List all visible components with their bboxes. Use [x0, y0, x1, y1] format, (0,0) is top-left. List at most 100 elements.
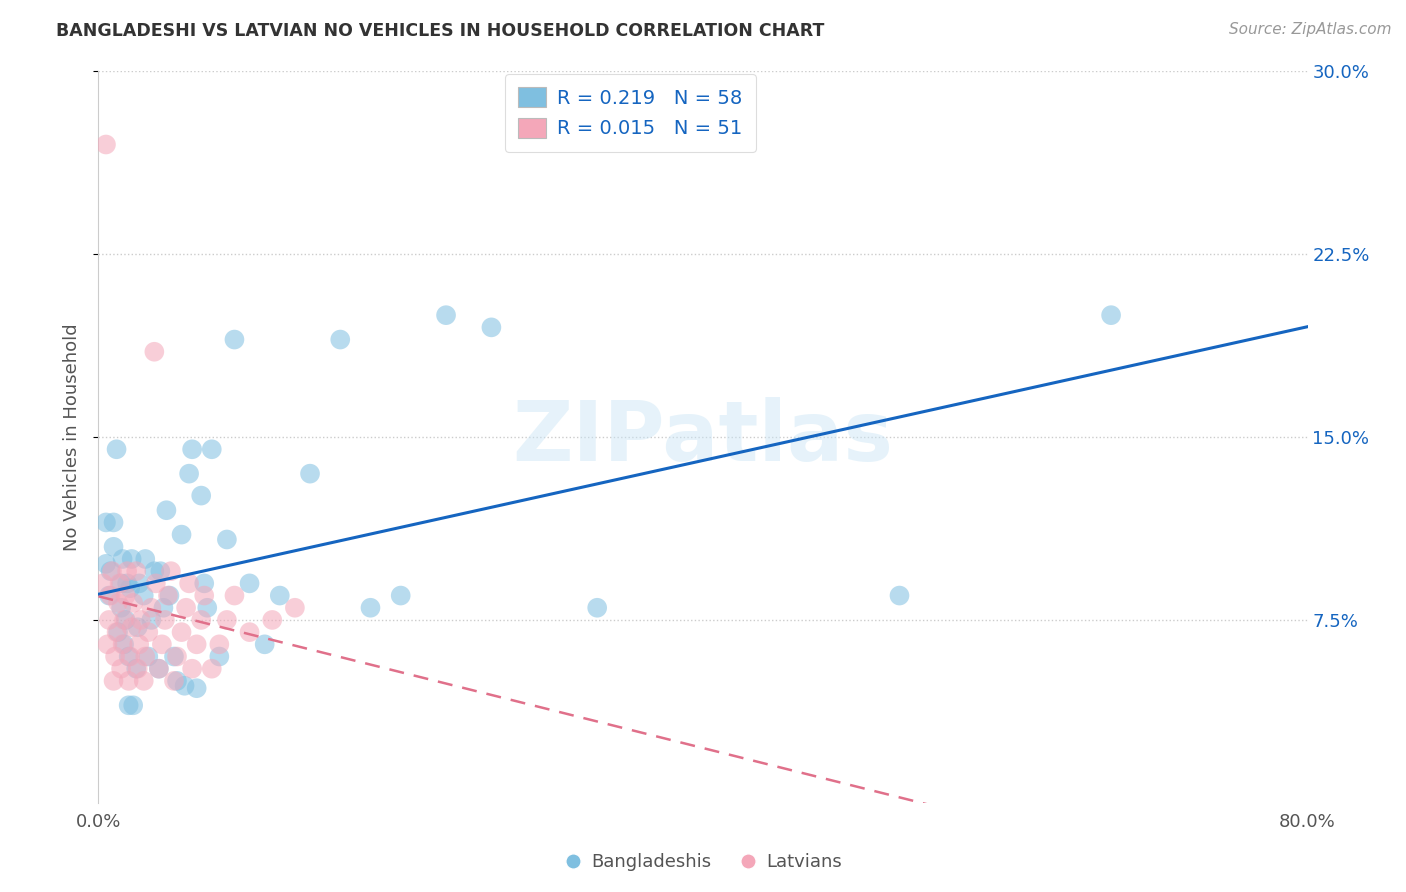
Point: [91, 576, 114, 591]
Point: [103, 673, 125, 688]
Text: BANGLADESHI VS LATVIAN NO VEHICLES IN HOUSEHOLD CORRELATION CHART: BANGLADESHI VS LATVIAN NO VEHICLES IN HO…: [56, 22, 824, 40]
Point: [181, 442, 204, 457]
Point: [170, 625, 193, 640]
Point: [174, 600, 197, 615]
Point: [114, 589, 136, 603]
Point: [148, 662, 170, 676]
Point: [299, 467, 322, 481]
Point: [163, 673, 186, 688]
Point: [215, 613, 238, 627]
Point: [179, 467, 201, 481]
Point: [110, 600, 132, 615]
Point: [153, 613, 176, 627]
Point: [127, 662, 149, 676]
Point: [186, 681, 208, 696]
Point: [114, 613, 136, 627]
Point: [170, 527, 193, 541]
Point: [179, 576, 201, 591]
Point: [163, 649, 186, 664]
Point: [122, 698, 145, 713]
Point: [132, 589, 155, 603]
Point: [98, 613, 121, 627]
Point: [201, 662, 224, 676]
Point: [329, 333, 352, 347]
Point: [101, 564, 124, 578]
Point: [121, 620, 143, 634]
Legend: R = 0.219   N = 58, R = 0.015   N = 51: R = 0.219 N = 58, R = 0.015 N = 51: [505, 74, 756, 152]
Point: [208, 649, 231, 664]
Point: [434, 308, 457, 322]
Point: [118, 698, 141, 713]
Point: [239, 576, 262, 591]
Point: [253, 637, 276, 651]
Point: [125, 564, 148, 578]
Point: [103, 540, 125, 554]
Point: [100, 589, 122, 603]
Point: [586, 600, 609, 615]
Point: [156, 589, 179, 603]
Point: [166, 673, 188, 688]
Point: [136, 649, 159, 664]
Point: [481, 320, 503, 334]
Point: [208, 637, 231, 651]
Text: Source: ZipAtlas.com: Source: ZipAtlas.com: [1229, 22, 1392, 37]
Point: [129, 613, 152, 627]
Point: [98, 589, 121, 603]
Point: [190, 613, 212, 627]
Point: [110, 576, 132, 591]
Point: [100, 564, 122, 578]
Y-axis label: No Vehicles in Household: No Vehicles in Household: [63, 323, 82, 551]
Point: [160, 564, 183, 578]
Point: [134, 552, 156, 566]
Point: [190, 489, 212, 503]
Point: [889, 589, 911, 603]
Point: [107, 596, 129, 610]
Point: [111, 552, 134, 566]
Point: [1099, 308, 1122, 322]
Point: [110, 662, 132, 676]
Point: [148, 662, 170, 676]
Point: [145, 576, 167, 591]
Point: [201, 442, 224, 457]
Point: [149, 564, 172, 578]
Point: [152, 600, 174, 615]
Point: [215, 533, 238, 547]
Point: [143, 344, 166, 359]
Point: [193, 576, 215, 591]
Point: [120, 581, 142, 595]
Point: [103, 516, 125, 530]
Point: [132, 673, 155, 688]
Point: [125, 662, 148, 676]
Point: [94, 516, 117, 530]
Point: [105, 442, 128, 457]
Point: [127, 620, 149, 634]
Point: [128, 637, 150, 651]
Point: [150, 637, 173, 651]
Point: [141, 600, 163, 615]
Point: [112, 613, 135, 627]
Point: [128, 576, 150, 591]
Point: [195, 600, 218, 615]
Point: [193, 589, 215, 603]
Point: [166, 649, 188, 664]
Point: [115, 576, 138, 591]
Point: [94, 557, 117, 571]
Text: ZIPatlas: ZIPatlas: [513, 397, 893, 477]
Point: [94, 137, 117, 152]
Point: [118, 673, 141, 688]
Legend: Bangladeshis, Latvians: Bangladeshis, Latvians: [557, 847, 849, 879]
Point: [389, 589, 412, 603]
Point: [120, 649, 142, 664]
Point: [186, 637, 208, 651]
Point: [115, 564, 138, 578]
Point: [104, 649, 127, 664]
Point: [96, 637, 118, 651]
Point: [181, 662, 204, 676]
Point: [239, 625, 262, 640]
Point: [121, 552, 143, 566]
Point: [118, 649, 141, 664]
Point: [360, 600, 382, 615]
Point: [112, 637, 135, 651]
Point: [134, 649, 156, 664]
Point: [108, 576, 131, 591]
